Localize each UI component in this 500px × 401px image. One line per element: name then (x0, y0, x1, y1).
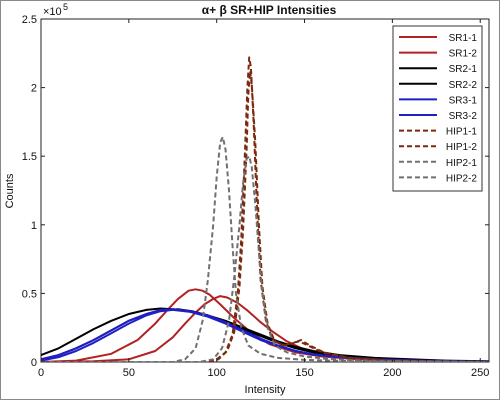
x-tick-label: 50 (123, 367, 135, 379)
legend-label-sr2-2: SR2-2 (449, 80, 478, 91)
x-tick-label: 100 (208, 367, 226, 379)
x-tick-label: 200 (383, 367, 401, 379)
y-exponent-power: 5 (63, 2, 68, 12)
legend-label-sr3-1: SR3-1 (449, 95, 478, 106)
legend-label-hip2-1: HIP2-1 (446, 158, 478, 169)
plot-area-border (40, 18, 490, 363)
legend-label-sr1-1: SR1-1 (449, 33, 478, 44)
series-line-hip2-2 (41, 155, 489, 362)
y-axis-label: Counts (4, 173, 16, 208)
legend-label-hip1-2: HIP1-2 (446, 142, 478, 153)
series-line-hip1-2 (41, 70, 489, 362)
y-tick-label: 0.5 (22, 288, 37, 300)
legend-label-sr2-1: SR2-1 (449, 64, 478, 75)
y-tick-label: 1 (31, 220, 37, 232)
legend-label-hip2-2: HIP2-2 (446, 173, 478, 184)
x-axis-label: Intensity (245, 384, 286, 396)
x-tick-label: 250 (471, 367, 489, 379)
x-tick-label: 0 (38, 367, 44, 379)
series-line-hip2-1 (41, 136, 489, 362)
legend-label-sr3-2: SR3-2 (449, 111, 478, 122)
y-tick-label: 2 (31, 83, 37, 95)
y-tick-label: 2.5 (22, 14, 37, 26)
legend-label-sr1-2: SR1-2 (449, 49, 478, 60)
chart-title: α+ β SR+HIP Intensities (202, 3, 337, 17)
y-tick-label: 0 (31, 357, 37, 369)
x-tick-label: 150 (295, 367, 313, 379)
y-exponent-base: ×10 (43, 6, 62, 18)
y-tick-label: 1.5 (22, 151, 37, 163)
y-axis-ticks: 0 0.5 1 1.5 2 2.5 (22, 14, 489, 369)
legend: SR1-1 SR1-2 SR2-1 SR2-2 SR3-1 SR3-2 HIP1-1 HIP1… (392, 25, 483, 192)
legend-label-hip1-1: HIP1-1 (446, 127, 478, 138)
x-axis-ticks: 0 50 100 150 200 250 (38, 19, 489, 379)
series-layer (41, 56, 489, 362)
y-exponent-label: ×10 5 (43, 2, 68, 18)
